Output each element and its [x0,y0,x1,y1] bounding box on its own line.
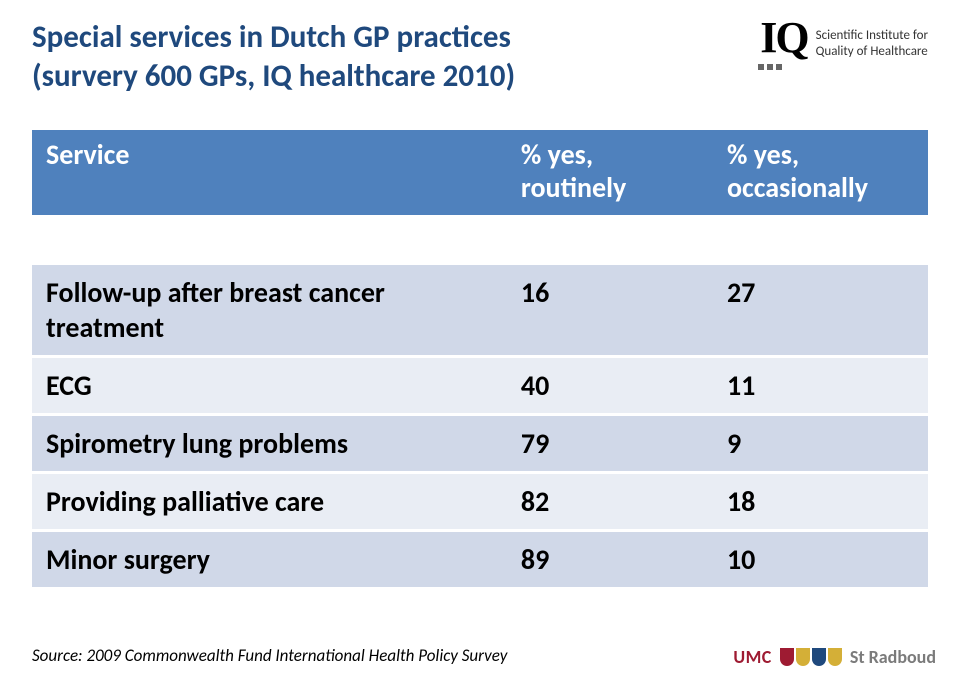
service-cell: ECG [32,356,507,414]
col-occasionally-header-l1: % yes, [727,137,799,172]
slide-title: Special services in Dutch GP practices (… [32,18,672,96]
routinely-cell: 16 [507,265,713,357]
table-gap-row [32,215,928,265]
iq-logo-text-line-1: Scientific Institute for [816,28,928,43]
table-row: Spirometry lung problems799 [32,414,928,472]
occasionally-cell: 9 [713,414,928,472]
col-routinely-header-l2: routinely [521,170,626,205]
services-table: Service % yes, routinely % yes, occasion… [32,130,928,590]
col-occasionally-header-l2: occasionally [727,170,868,205]
slide: Special services in Dutch GP practices (… [0,0,960,682]
occasionally-cell: 18 [713,472,928,530]
col-routinely-header-l1: % yes, [521,137,593,172]
title-line-1: Special services in Dutch GP practices [32,18,511,56]
iq-logo-text: Scientific Institute for Quality of Heal… [816,28,928,59]
shield-icon [812,648,826,666]
table-header-row: Service % yes, routinely % yes, occasion… [32,130,928,215]
iq-logo: IQ Scientific Institute for Quality of H… [760,18,928,70]
umc-logo-text: UMC [733,646,772,668]
col-service-header: Service [32,130,507,215]
iq-logo-text-line-2: Quality of Healthcare [816,44,928,59]
routinely-cell: 82 [507,472,713,530]
routinely-cell: 79 [507,414,713,472]
services-table-wrap: Service % yes, routinely % yes, occasion… [32,130,928,590]
radboud-logo-text: St Radboud [850,646,936,668]
service-cell: Follow-up after breast cancer treatment [32,265,507,357]
umc-logo: UMC St Radboud [733,646,936,668]
table-row: Minor surgery8910 [32,530,928,588]
shield-icon [780,648,794,666]
service-cell: Providing palliative care [32,472,507,530]
col-service-header-text: Service [46,137,129,172]
occasionally-cell: 11 [713,356,928,414]
table-row: ECG4011 [32,356,928,414]
table-body: Follow-up after breast cancer treatment1… [32,215,928,589]
service-cell: Spirometry lung problems [32,414,507,472]
title-line-2: (survery 600 GPs, IQ healthcare 2010) [32,57,515,95]
iq-logo-dots [758,64,807,70]
table-row: Providing palliative care8218 [32,472,928,530]
table-row: Follow-up after breast cancer treatment1… [32,265,928,357]
iq-logo-mark: IQ [760,18,807,58]
occasionally-cell: 10 [713,530,928,588]
umc-logo-shields [780,648,842,666]
service-cell: Minor surgery [32,530,507,588]
iq-logo-left: IQ [760,18,807,70]
routinely-cell: 40 [507,356,713,414]
col-routinely-header: % yes, routinely [507,130,713,215]
occasionally-cell: 27 [713,265,928,357]
shield-icon [796,648,810,666]
routinely-cell: 89 [507,530,713,588]
col-occasionally-header: % yes, occasionally [713,130,928,215]
shield-icon [828,648,842,666]
source-footer: Source: 2009 Commonwealth Fund Internati… [32,645,507,666]
